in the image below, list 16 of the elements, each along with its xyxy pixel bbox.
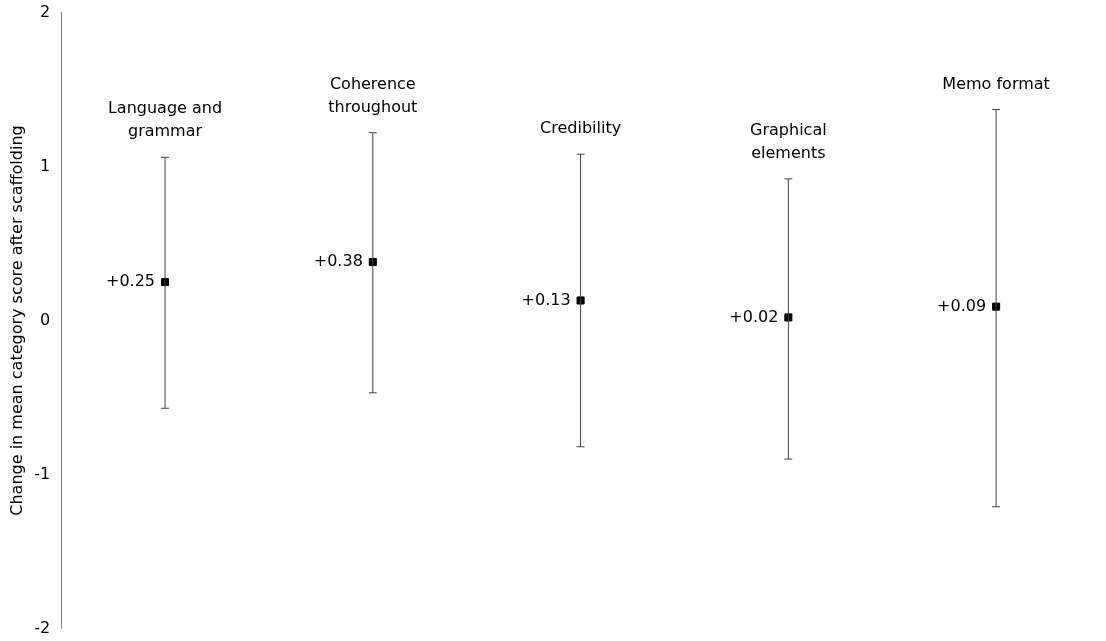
data-label: +0.02: [729, 306, 779, 326]
x-tick-label: Credibility: [540, 118, 622, 138]
data-label: +0.13: [521, 289, 571, 309]
data-label: +0.25: [106, 271, 156, 291]
x-tick-label: Language and grammar: [107, 98, 223, 141]
data-label: +0.09: [937, 295, 987, 315]
y-tick-label: -2: [34, 617, 51, 637]
y-tick-label: 1: [39, 155, 51, 175]
x-tick-label: Graphical elements: [750, 120, 827, 163]
y-tick-label: 2: [39, 1, 51, 21]
data-label: +0.38: [313, 251, 363, 271]
y-tick-label: -1: [34, 463, 51, 483]
x-tick-label: Coherence throughout: [328, 73, 418, 116]
y-tick-label: 0: [39, 309, 51, 329]
x-tick-label: Memo format: [942, 73, 1050, 93]
y-axis-title: Change in mean category score after scaffolding: [6, 125, 26, 516]
